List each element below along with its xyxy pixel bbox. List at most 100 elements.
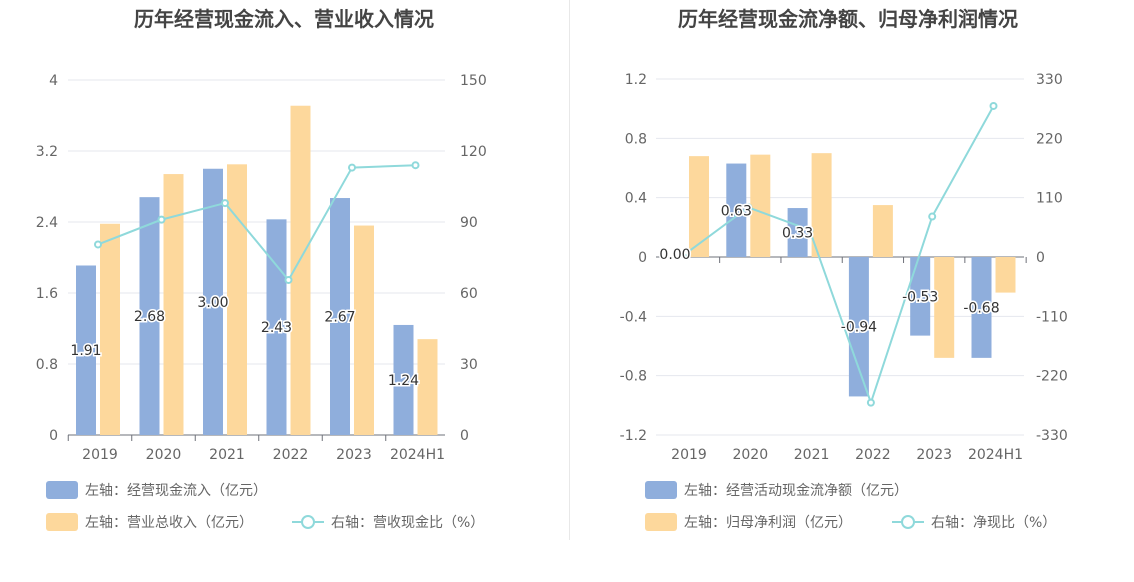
chart2-left-tick-label: 0.4 — [625, 191, 647, 207]
chart2-x-tick-label: 2021 — [794, 447, 830, 463]
chart1-data-label: 2.68 — [134, 309, 165, 325]
chart2-legend-swatch-point — [901, 515, 915, 529]
chart1-left-tick-label: 2.4 — [36, 215, 58, 231]
chart1-legend-label: 左轴：营业总收入（亿元） — [85, 515, 253, 531]
chart2-legend-label: 右轴：净现比（%） — [931, 515, 1056, 531]
chart1-right-tick-label: 30 — [460, 357, 478, 373]
chart2-right-tick-label: 110 — [1036, 191, 1063, 207]
chart2-legend-label: 左轴：经营活动现金流净额（亿元） — [684, 483, 908, 499]
chart1-data-label: 2.43 — [261, 320, 292, 336]
chart1-legend-label: 左轴：经营现金流入（亿元） — [85, 483, 267, 499]
chart1-right-tick-label: 0 — [460, 428, 469, 444]
chart2-right-tick-label: -330 — [1036, 428, 1068, 444]
chart1-legend-swatch — [46, 513, 78, 531]
chart1-line-point — [411, 161, 420, 170]
chart2-left-tick-label: -1.2 — [620, 428, 647, 444]
chart1-bar-b — [227, 164, 247, 435]
chart2-x-tick-label: 2024H1 — [968, 447, 1023, 463]
chart2-bar-a — [910, 257, 931, 336]
chart1-bar-a — [203, 168, 223, 435]
chart2-x-tick-label: 2020 — [732, 447, 768, 463]
chart2-right-tick-label: -220 — [1036, 369, 1068, 385]
chart1-left-tick-label: 4 — [49, 73, 58, 89]
chart1-x-tick-label: 2023 — [336, 447, 372, 463]
chart1-line-point — [157, 215, 166, 224]
chart1-left-tick-label: 0 — [49, 428, 58, 444]
chart1-line-point — [94, 240, 102, 249]
chart1-data-label: 1.24 — [388, 373, 419, 389]
chart1-data-label: 1.91 — [70, 343, 101, 359]
chart2-right-tick-label: 220 — [1036, 131, 1063, 147]
chart1-bar-a — [76, 265, 96, 435]
chart1-x-tick-label: 2022 — [273, 447, 309, 463]
chart2-line-series — [686, 105, 995, 406]
chart2-data-label: 0.63 — [721, 203, 752, 219]
chart1-data-label: 3.00 — [197, 295, 228, 311]
chart2-data-label: 0.00 — [659, 247, 690, 263]
chart1-line-series — [97, 164, 416, 282]
chart2-data-label: -0.94 — [841, 320, 877, 336]
chart2-bar-a — [726, 163, 747, 257]
chart1-right-tick-label: 90 — [460, 215, 478, 231]
chart1-left-tick-label: 3.2 — [36, 144, 58, 160]
chart1-line-point — [284, 275, 293, 284]
chart-divider — [569, 0, 570, 540]
chart1-right-tick-label: 120 — [460, 144, 487, 160]
chart1-bar-b — [290, 105, 311, 436]
chart2-data-label: -0.53 — [902, 289, 938, 305]
chart1-line-point — [221, 199, 229, 208]
chart2-legend-swatch — [645, 481, 677, 499]
chart2-x-tick-label: 2019 — [671, 447, 707, 463]
chart1-data-label: 2.67 — [324, 310, 355, 326]
chart1-left-tick-label: 0.8 — [36, 357, 58, 373]
chart1-x-tick-label: 2020 — [146, 447, 182, 463]
chart1-bar-b — [100, 223, 120, 435]
chart1-legend-swatch-point — [301, 515, 315, 529]
chart2-left-tick-label: 0 — [638, 250, 647, 266]
chart1-left-tick-label: 1.6 — [36, 286, 58, 302]
chart2-bar-a — [787, 208, 808, 257]
chart2-bar-b — [811, 153, 832, 257]
chart1-legend-label: 右轴：营收现金比（%） — [331, 515, 484, 531]
chart1-bar-b — [163, 174, 184, 435]
chart2-bar-b — [995, 257, 1016, 293]
chart1-right-tick-label: 60 — [460, 286, 478, 302]
chart1-x-tick-label: 2021 — [209, 447, 245, 463]
chart2-data-label: -0.68 — [963, 300, 999, 316]
chart2-right-tick-label: -110 — [1036, 309, 1068, 325]
chart2-line-point — [683, 248, 691, 257]
chart1-bar-a — [266, 219, 287, 435]
chart2-legend-swatch — [645, 513, 677, 531]
chart2-legend-label: 左轴：归母净利润（亿元） — [684, 514, 852, 531]
chart2-data-label: 0.33 — [782, 226, 813, 242]
chart1-legend-swatch — [46, 481, 78, 499]
chart2-left-tick-label: 0.8 — [625, 131, 647, 147]
chart2-left-tick-label: -0.8 — [620, 369, 647, 385]
chart2-title: 历年经营现金流净额、归母净利润情况 — [678, 7, 1018, 31]
chart2-right-tick-label: 330 — [1036, 72, 1063, 88]
chart2-line-point — [989, 101, 998, 110]
chart1-bar-b — [354, 225, 374, 435]
chart2-left-tick-label: 1.2 — [625, 72, 647, 88]
chart1-bar-a — [393, 324, 414, 435]
chart2-line-point — [928, 212, 937, 221]
chart2-bar-b — [750, 154, 771, 257]
chart2-right-tick-label: 0 — [1036, 250, 1045, 266]
chart2-bar-a — [665, 257, 685, 258]
chart2-left-tick-label: -0.4 — [620, 309, 647, 325]
chart2-line-point — [805, 226, 814, 235]
chart2-line-point — [744, 203, 753, 212]
chart2-bar-b — [934, 257, 955, 358]
chart2-x-tick-label: 2023 — [916, 447, 952, 463]
chart1-bar-a — [139, 197, 160, 435]
chart1-x-tick-label: 2019 — [82, 447, 118, 463]
chart2-bar-a — [971, 257, 992, 358]
chart1-line-point — [348, 163, 356, 172]
chart2-x-tick-label: 2022 — [855, 447, 891, 463]
chart1-right-tick-label: 150 — [460, 73, 487, 89]
chart1-bar-b — [417, 339, 438, 435]
chart1-x-tick-label: 2024H1 — [390, 447, 445, 463]
chart1-bar-a — [330, 198, 350, 435]
chart2-bar-b — [689, 156, 709, 257]
